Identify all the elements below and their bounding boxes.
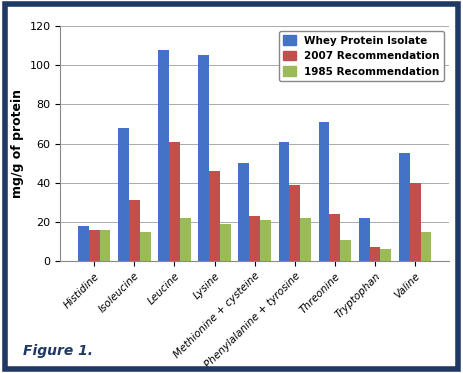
Bar	[78, 226, 89, 261]
Bar	[89, 230, 100, 261]
Bar	[359, 218, 369, 261]
Bar	[399, 153, 410, 261]
Bar	[100, 230, 110, 261]
Bar	[209, 171, 220, 261]
Bar	[129, 200, 140, 261]
Bar	[420, 232, 432, 261]
Bar	[198, 56, 209, 261]
Bar	[249, 216, 260, 261]
Bar	[330, 214, 340, 261]
Bar	[180, 218, 191, 261]
Bar	[300, 218, 311, 261]
Text: Figure 1.: Figure 1.	[23, 344, 93, 358]
Bar	[381, 250, 391, 261]
Bar	[260, 220, 271, 261]
Bar	[118, 128, 129, 261]
Bar	[220, 224, 231, 261]
Bar	[319, 122, 330, 261]
Bar	[289, 185, 300, 261]
Bar	[238, 163, 249, 261]
Bar	[158, 50, 169, 261]
Bar	[340, 239, 351, 261]
Bar	[410, 183, 420, 261]
Legend: Whey Protein Isolate, 2007 Recommendation, 1985 Recommendation: Whey Protein Isolate, 2007 Recommendatio…	[279, 31, 444, 81]
Y-axis label: mg/g of protein: mg/g of protein	[11, 89, 24, 198]
Bar	[169, 142, 180, 261]
Bar	[140, 232, 150, 261]
Bar	[369, 247, 381, 261]
Bar	[279, 142, 289, 261]
